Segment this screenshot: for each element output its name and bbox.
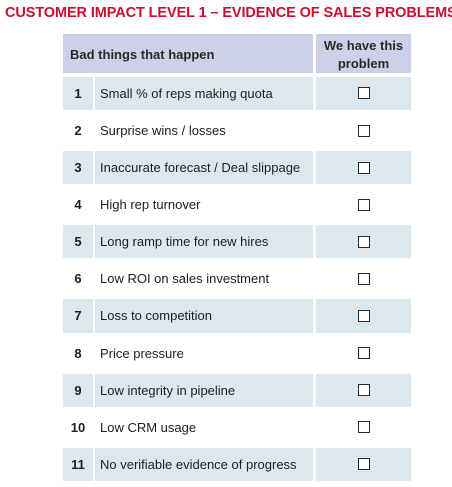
table-row: 7 Loss to competition [63, 299, 411, 333]
checkbox[interactable] [358, 235, 370, 248]
table-row: 9 Low integrity in pipeline [63, 373, 411, 407]
row-text: Small % of reps making quota [95, 76, 313, 111]
checkbox[interactable] [358, 347, 370, 360]
row-number: 3 [63, 151, 93, 185]
check-cell [316, 373, 411, 407]
row-text: Surprise wins / losses [100, 123, 226, 139]
table-row: 10 Low CRM usage [63, 411, 411, 444]
checkbox[interactable] [358, 272, 370, 285]
row-number: 4 [74, 197, 82, 213]
row-number: 6 [74, 271, 82, 287]
header-we-have-this-problem: We have this problem [316, 34, 411, 73]
checkbox[interactable] [358, 309, 370, 322]
row-text: Long ramp time for new hires [95, 225, 313, 259]
check-cell [316, 411, 411, 444]
row-text: No verifiable evidence of progress [95, 447, 313, 481]
checkbox[interactable] [358, 87, 370, 100]
row-text: Low integrity in pipeline [95, 373, 313, 407]
check-cell [316, 225, 411, 259]
row-text: Loss to competition [95, 299, 313, 333]
row-number: 11 [63, 447, 93, 481]
check-cell [316, 299, 411, 333]
row-number: 5 [63, 225, 93, 259]
table-row: 8 Price pressure [63, 336, 411, 369]
table-row: 11 No verifiable evidence of progress [63, 447, 411, 481]
check-cell [316, 336, 411, 369]
check-cell [316, 447, 411, 481]
checkbox[interactable] [358, 458, 370, 471]
table-row: 1 Small % of reps making quota [63, 76, 411, 111]
checkbox[interactable] [358, 124, 370, 137]
row-number: 2 [74, 123, 82, 139]
row-text: Low CRM usage [100, 419, 197, 435]
row-text: High rep turnover [100, 197, 201, 213]
row-number: 10 [70, 419, 86, 435]
checkbox[interactable] [358, 161, 370, 174]
page-title: CUSTOMER IMPACT LEVEL 1 – EVIDENCE OF SA… [5, 5, 452, 21]
check-cell [316, 262, 411, 295]
table-header: Bad things that happen We have this prob… [63, 34, 411, 73]
row-number: 8 [74, 345, 82, 361]
check-cell [316, 188, 411, 221]
row-number: 1 [63, 76, 93, 111]
table-row: 3 Inaccurate forecast / Deal slippage [63, 151, 411, 185]
checkbox[interactable] [358, 384, 370, 397]
table-row: 6 Low ROI on sales investment [63, 262, 411, 295]
row-number: 7 [63, 299, 93, 333]
table-row: 2 Surprise wins / losses [63, 114, 411, 147]
table-row: 5 Long ramp time for new hires [63, 225, 411, 259]
check-cell [316, 114, 411, 147]
table-row: 4 High rep turnover [63, 188, 411, 221]
checkbox[interactable] [358, 421, 370, 434]
check-cell [316, 76, 411, 111]
check-cell [316, 151, 411, 185]
problems-table: Bad things that happen We have this prob… [63, 34, 411, 481]
row-number: 9 [63, 373, 93, 407]
row-text: Low ROI on sales investment [100, 271, 270, 287]
row-text: Inaccurate forecast / Deal slippage [95, 151, 313, 185]
row-text: Price pressure [100, 345, 184, 361]
header-bad-things: Bad things that happen [63, 34, 313, 73]
checkbox[interactable] [358, 198, 370, 211]
